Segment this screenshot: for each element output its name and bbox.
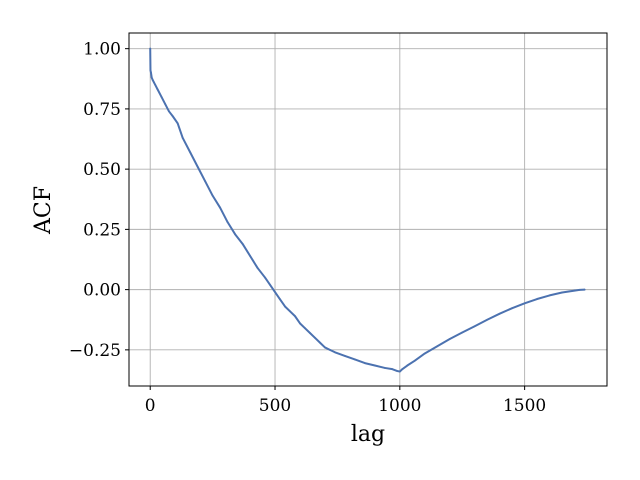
acf-data-point	[154, 83, 157, 86]
acf-data-point	[211, 194, 214, 197]
acf-data-point	[461, 331, 464, 334]
y-tick-label: 0.25	[83, 220, 121, 240]
acf-data-point	[196, 165, 199, 168]
x-tick-label: 1000	[378, 396, 421, 416]
x-axis-label: lag	[351, 422, 385, 447]
acf-data-point	[583, 288, 586, 291]
acf-data-point	[396, 370, 399, 372]
acf-data-point	[406, 364, 409, 367]
acf-data-point	[189, 151, 192, 154]
acf-data-point	[344, 354, 346, 357]
acf-data-point	[436, 345, 439, 348]
acf-data-point	[573, 289, 576, 292]
plot-frame	[128, 32, 608, 387]
y-axis-label: ACF	[31, 186, 56, 235]
acf-data-point	[256, 267, 259, 269]
x-tick-label: 500	[259, 396, 291, 416]
acf-data-point	[334, 351, 336, 354]
acf-data-point	[181, 136, 184, 139]
acf-data-point	[314, 336, 316, 339]
acf-data-point	[279, 298, 281, 301]
acf-data-point	[226, 221, 229, 224]
acf-data-point	[150, 76, 153, 79]
x-tick-label: 0	[145, 396, 156, 416]
acf-data-point	[150, 71, 152, 74]
acf-data-point	[234, 233, 236, 236]
acf-data-point	[149, 47, 152, 50]
acf-data-point	[578, 288, 581, 291]
acf-data-point	[294, 315, 296, 318]
series-layer	[149, 47, 586, 373]
acf-data-point	[160, 95, 163, 98]
acf-data-point	[304, 327, 306, 330]
acf-data-point	[219, 206, 222, 209]
acf-data-point	[448, 338, 451, 340]
y-tick-label: 0.75	[83, 100, 121, 120]
y-tick-label: −0.25	[69, 341, 121, 361]
acf-data-point	[264, 276, 266, 279]
acf-data-point	[523, 302, 526, 305]
acf-data-point	[156, 88, 159, 91]
acf-data-point	[164, 103, 167, 105]
acf-series-line	[149, 47, 586, 373]
acf-data-point	[204, 180, 207, 183]
acf-data-point	[398, 370, 401, 373]
acf-data-point	[309, 332, 311, 334]
acf-data-point	[391, 368, 394, 371]
acf-data-point	[498, 312, 501, 315]
acf-data-point	[373, 364, 376, 367]
acf-data-point	[353, 358, 356, 361]
acf-data-point	[153, 81, 155, 84]
acf-data-point	[324, 346, 326, 349]
acf-data-point	[329, 348, 331, 351]
acf-data-point	[511, 307, 514, 310]
acf-data-point	[274, 291, 276, 293]
acf-data-point	[241, 242, 244, 245]
acf-data-point	[536, 298, 539, 300]
x-tick-label: 1500	[503, 396, 546, 416]
acf-data-point	[401, 368, 404, 371]
acf-data-point	[249, 254, 251, 257]
y-tick-label: 0.50	[83, 160, 121, 180]
acf-data-point	[149, 69, 152, 72]
acf-data-point	[151, 79, 154, 81]
acf-data-point	[289, 310, 291, 313]
y-tick-label: 1.00	[83, 40, 121, 60]
acf-data-point	[284, 305, 286, 308]
acf-data-point	[171, 115, 174, 118]
acf-data-point	[168, 110, 170, 113]
acf-data-point	[561, 291, 563, 294]
acf-data-point	[486, 318, 489, 321]
acf-data-point	[363, 362, 366, 365]
acf-data-point	[176, 122, 179, 125]
acf-data-point	[319, 341, 321, 344]
y-tick-label: 0.00	[83, 281, 121, 301]
acf-data-point	[423, 352, 426, 355]
acf-data-point	[269, 283, 271, 286]
tick-layer: 0 500 1000 1500 −0.25 0.00 0.25 0.50 0.75 1.00	[69, 40, 546, 416]
acf-data-point	[383, 367, 386, 369]
acf-data-point	[413, 359, 416, 362]
acf-data-point	[473, 325, 476, 328]
acf-data-point	[299, 322, 301, 325]
acf-data-point	[548, 294, 551, 297]
grid-lines	[129, 33, 607, 386]
